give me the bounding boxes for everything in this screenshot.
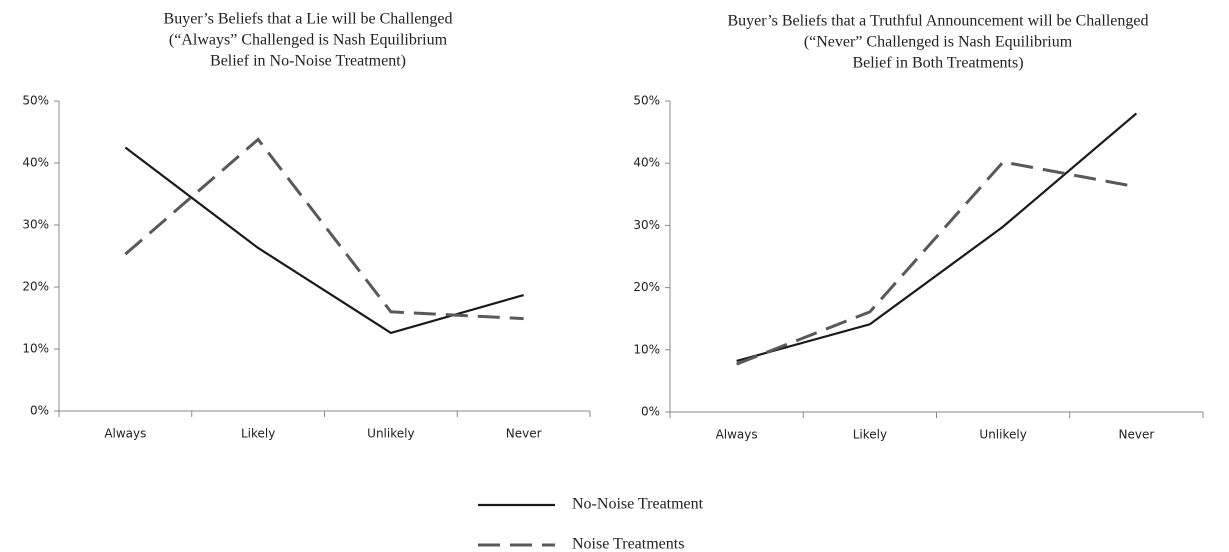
y-tick-label: 20%	[633, 280, 660, 294]
x-tick-label: Always	[716, 428, 758, 442]
series-line	[124, 146, 524, 335]
y-tick-label: 30%	[22, 218, 49, 232]
y-tick-label: 0%	[30, 404, 49, 418]
y-tick-label: 20%	[22, 280, 49, 294]
y-tick-label: 50%	[22, 94, 49, 108]
chart-title: Buyer’s Beliefs that a Lie will be Chall…	[164, 11, 453, 28]
series-line	[124, 137, 524, 321]
chart-title: Belief in No-Noise Treatment)	[210, 53, 406, 70]
y-tick-label: 0%	[641, 405, 660, 419]
y-tick-label: 10%	[22, 342, 49, 356]
x-tick-label: Likely	[241, 427, 275, 441]
y-tick-label: 40%	[22, 156, 49, 170]
legend-label: Noise Treatments	[572, 536, 684, 552]
y-tick-label: 10%	[633, 342, 660, 356]
x-tick-label: Likely	[853, 428, 887, 442]
legend-label: No-Noise Treatment	[572, 496, 704, 513]
chart-title: Buyer’s Beliefs that a Truthful Announce…	[728, 13, 1149, 30]
chart-title: (“Always” Challenged is Nash Equilibrium	[169, 32, 448, 49]
y-tick-label: 50%	[633, 94, 660, 108]
series-line	[736, 160, 1137, 366]
x-tick-label: Unlikely	[979, 428, 1026, 442]
series-line	[736, 112, 1138, 363]
x-tick-label: Never	[1118, 428, 1154, 442]
chart-title: (“Never” Challenged is Nash Equilibrium	[804, 34, 1073, 51]
chart-title: Belief in Both Treatments)	[852, 55, 1023, 72]
x-tick-label: Never	[506, 427, 542, 441]
x-tick-label: Unlikely	[367, 427, 414, 441]
x-tick-label: Always	[104, 427, 146, 441]
y-tick-label: 40%	[633, 156, 660, 170]
y-tick-label: 30%	[633, 218, 660, 232]
